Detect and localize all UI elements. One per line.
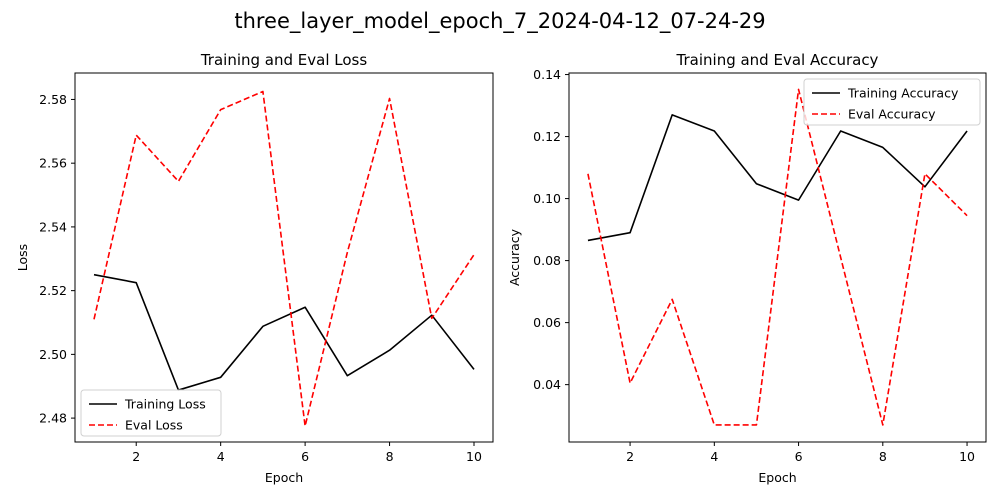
loss-y-tick: 2.56 (39, 156, 75, 171)
loss-x-tick: 2 (132, 442, 140, 464)
accuracy-y-tick: 0.12 (533, 129, 569, 144)
accuracy-x-tick: 6 (795, 442, 803, 464)
accuracy-chart-panel: Training and Eval Accuracy 2 4 6 8 10 0.04 0.06… (507, 51, 987, 485)
accuracy-x-tick-label: 2 (626, 449, 634, 464)
accuracy-y-tick: 0.06 (533, 315, 569, 330)
accuracy-y-tick: 0.04 (533, 377, 569, 392)
loss-y-tick-label: 2.56 (39, 156, 67, 171)
loss-y-tick-label: 2.48 (39, 411, 67, 426)
loss-x-tick: 10 (466, 442, 482, 464)
figure-suptitle: three_layer_model_epoch_7_2024-04-12_07-… (234, 9, 765, 34)
loss-x-tick-label: 10 (466, 449, 482, 464)
accuracy-y-tick-label: 0.08 (533, 253, 561, 268)
loss-series-eval-line (93, 90, 475, 427)
accuracy-axes-frame (568, 72, 987, 443)
loss-legend: Training Loss Eval Loss (80, 389, 222, 437)
accuracy-y-tick: 0.10 (533, 191, 569, 206)
accuracy-x-tick-label: 10 (959, 449, 975, 464)
accuracy-x-tick: 2 (626, 442, 634, 464)
accuracy-legend-label: Training Accuracy (847, 86, 959, 101)
accuracy-y-tick: 0.08 (533, 253, 569, 268)
accuracy-series-eval-line (587, 88, 968, 426)
loss-y-axis-label: Loss (15, 244, 30, 271)
accuracy-x-tick: 4 (710, 442, 718, 464)
loss-y-tick-label: 2.50 (39, 347, 67, 362)
accuracy-series-training-line (587, 114, 968, 242)
accuracy-x-tick-label: 8 (879, 449, 887, 464)
loss-chart-panel: Training and Eval Loss 2 4 6 8 10 2.48 2.50 2.52… (15, 51, 494, 485)
loss-x-tick-label: 8 (386, 449, 394, 464)
loss-y-tick-label: 2.52 (39, 283, 67, 298)
loss-chart-title: Training and Eval Loss (200, 51, 368, 69)
accuracy-y-tick: 0.14 (533, 67, 569, 82)
accuracy-x-tick: 8 (879, 442, 887, 464)
accuracy-y-tick-label: 0.04 (533, 377, 561, 392)
loss-y-tick: 2.50 (39, 347, 75, 362)
accuracy-x-tick: 10 (959, 442, 975, 464)
loss-x-tick: 6 (301, 442, 309, 464)
accuracy-y-axis-label: Accuracy (507, 228, 522, 286)
loss-axes-frame (74, 72, 494, 443)
loss-y-tick: 2.52 (39, 283, 75, 298)
accuracy-legend-label: Eval Accuracy (848, 107, 936, 122)
accuracy-y-tick-label: 0.06 (533, 315, 561, 330)
accuracy-chart-title: Training and Eval Accuracy (676, 51, 879, 69)
loss-series-training-line (93, 273, 475, 391)
loss-y-tick: 2.54 (39, 219, 75, 234)
loss-y-tick: 2.58 (39, 92, 75, 107)
loss-legend-label: Eval Loss (125, 418, 183, 433)
accuracy-x-tick-label: 4 (710, 449, 718, 464)
loss-y-tick-label: 2.58 (39, 92, 67, 107)
loss-x-tick: 4 (217, 442, 225, 464)
loss-x-tick-label: 6 (301, 449, 309, 464)
loss-y-tick-label: 2.54 (39, 219, 67, 234)
loss-x-axis-label: Epoch (265, 470, 303, 485)
accuracy-x-axis-label: Epoch (758, 470, 796, 485)
accuracy-y-tick-label: 0.14 (533, 67, 561, 82)
loss-legend-label: Training Loss (124, 397, 206, 412)
loss-x-tick-label: 2 (132, 449, 140, 464)
loss-x-tick-label: 4 (217, 449, 225, 464)
accuracy-y-tick-label: 0.12 (533, 129, 561, 144)
loss-y-tick: 2.48 (39, 411, 75, 426)
accuracy-legend: Training Accuracy Eval Accuracy (803, 78, 981, 126)
loss-x-tick: 8 (386, 442, 394, 464)
accuracy-x-tick-label: 6 (795, 449, 803, 464)
accuracy-y-tick-label: 0.10 (533, 191, 561, 206)
